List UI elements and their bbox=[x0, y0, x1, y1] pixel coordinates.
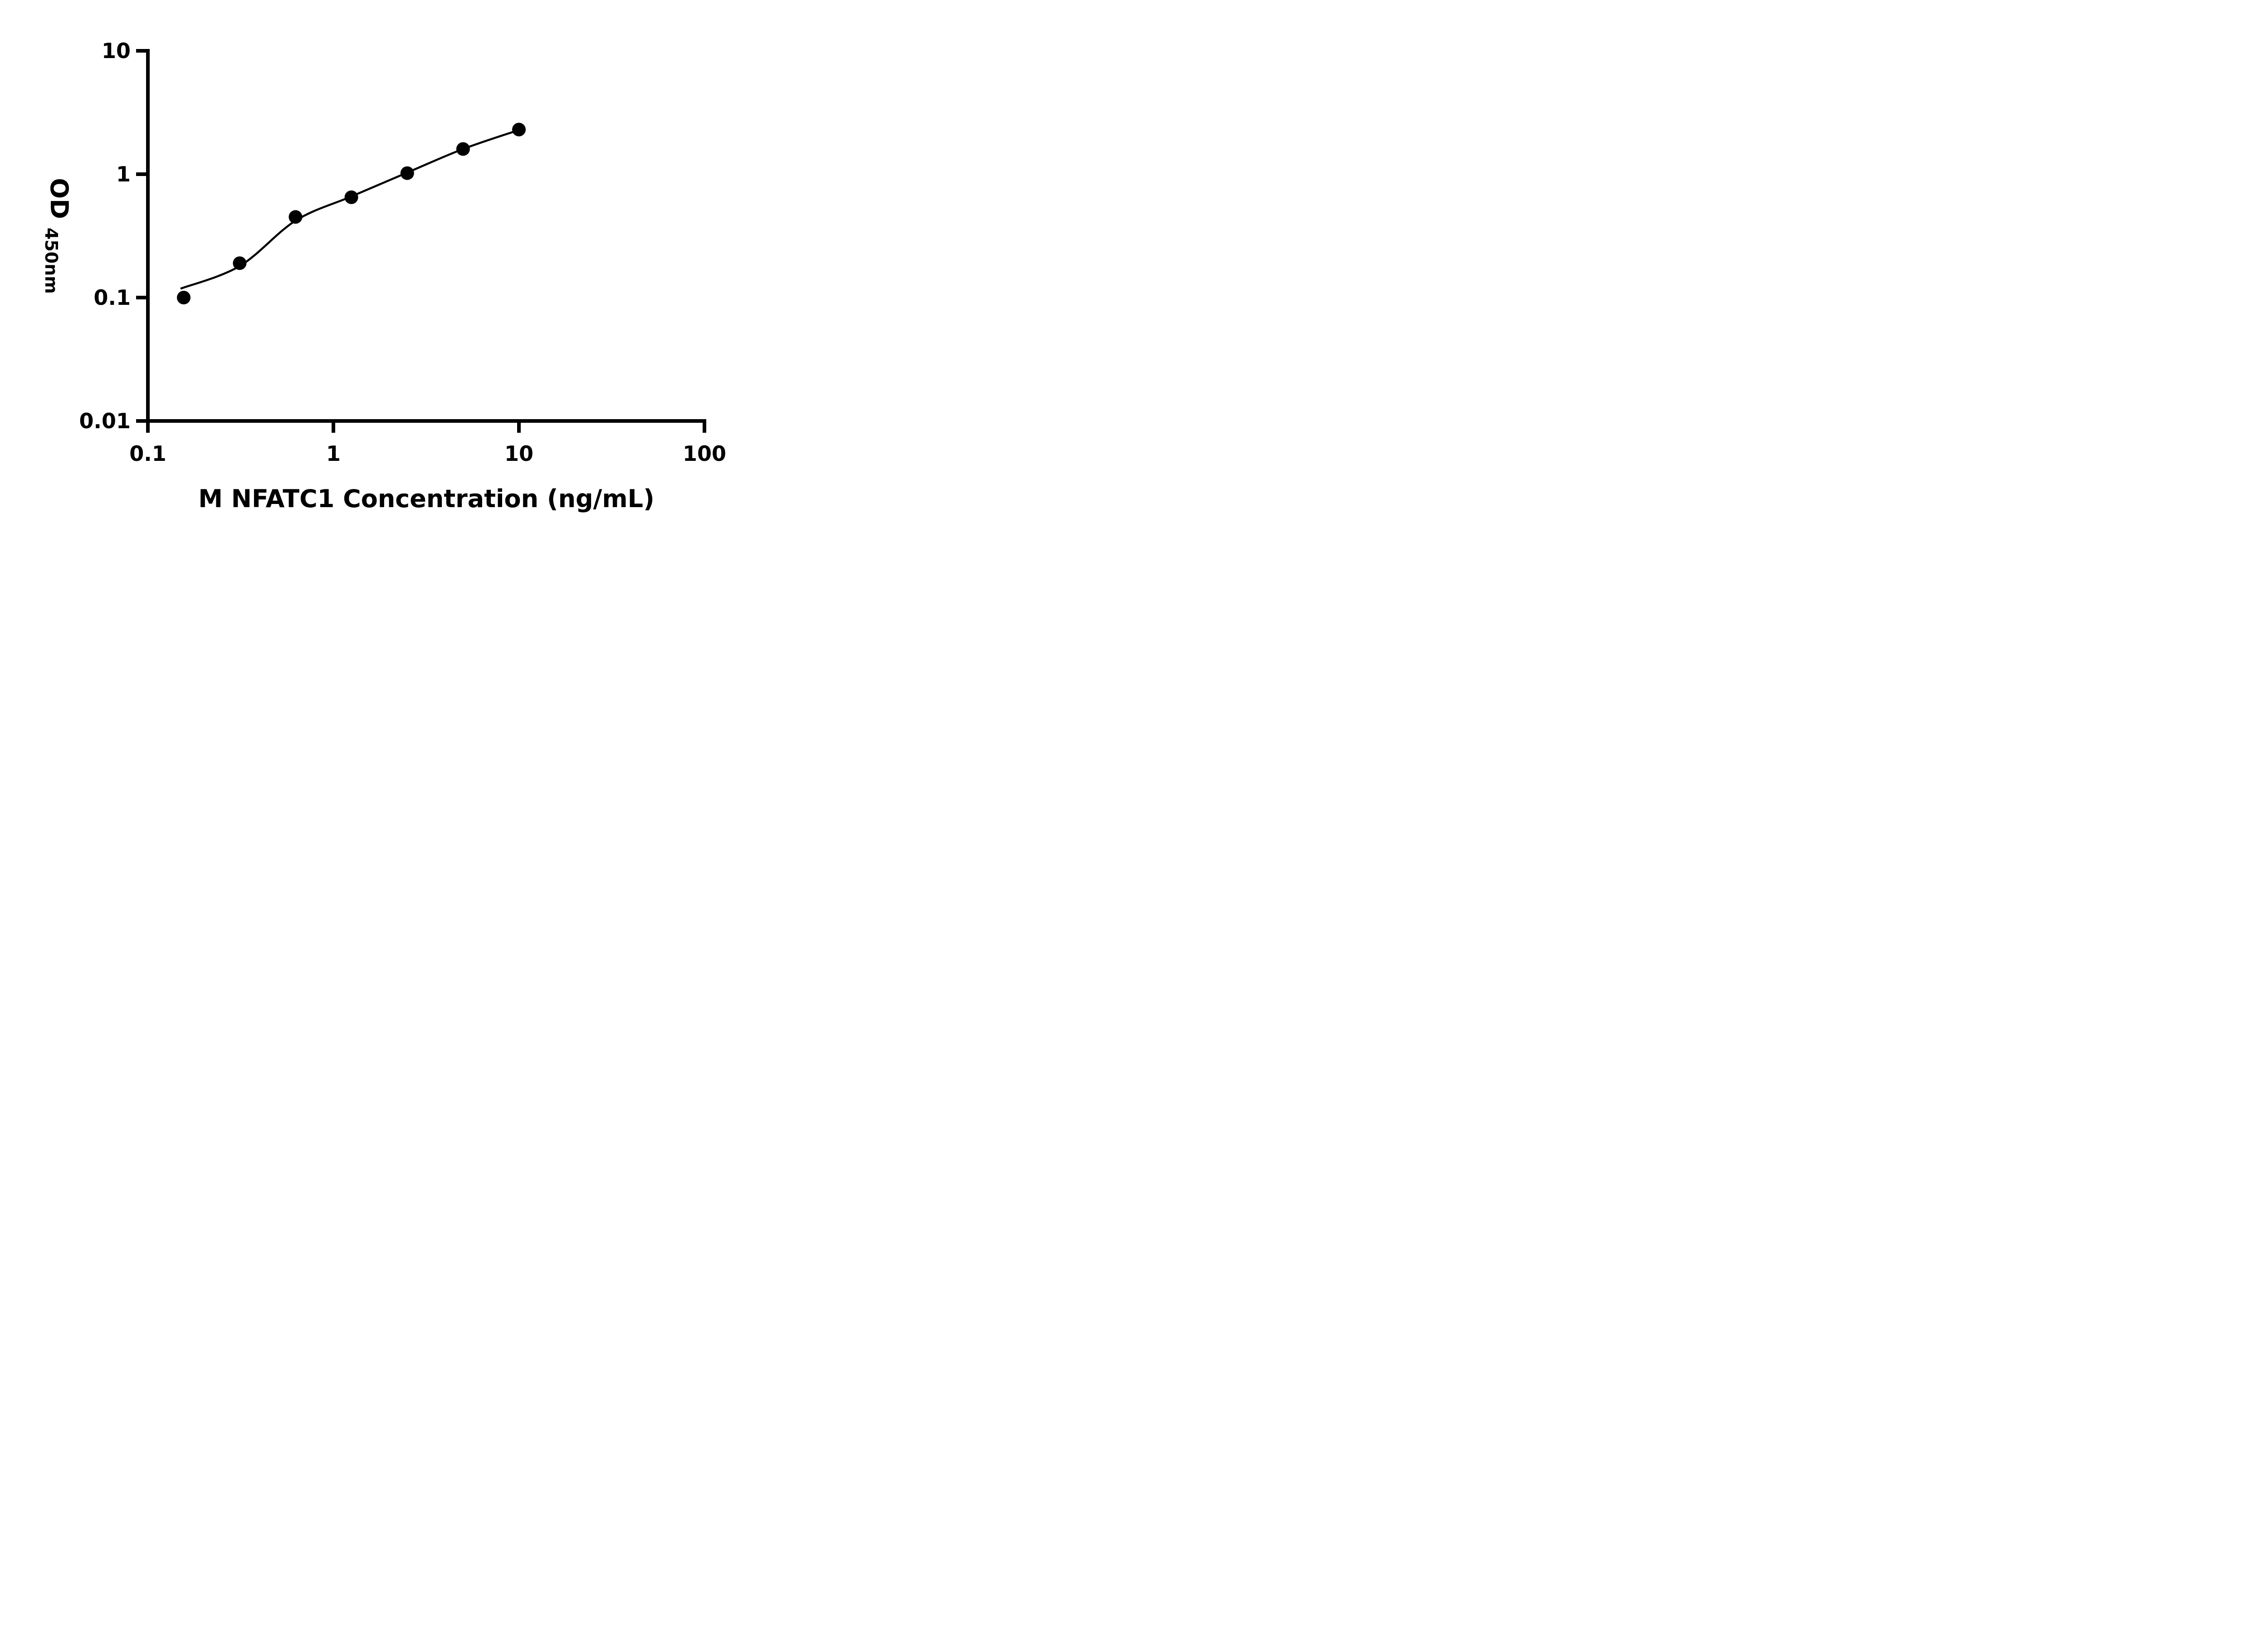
data-point bbox=[512, 122, 526, 137]
data-point bbox=[233, 256, 247, 270]
data-point bbox=[456, 142, 470, 156]
x-tick-label: 100 bbox=[683, 441, 726, 466]
y-axis-title-main: OD bbox=[45, 178, 73, 219]
plot-area: 0.1 1 10 100 0.01 0.1 1 10 bbox=[79, 39, 727, 466]
data-point bbox=[288, 210, 303, 224]
y-axis-title: OD 450nm bbox=[41, 178, 73, 294]
x-axis-title: M NFATC1 Concentration (ng/mL) bbox=[198, 484, 655, 513]
x-tick-label: 0.1 bbox=[129, 441, 166, 466]
x-tick-label: 1 bbox=[326, 441, 341, 466]
y-tick-label: 0.1 bbox=[94, 285, 131, 310]
data-point bbox=[177, 291, 191, 304]
y-tick-label: 1 bbox=[116, 162, 131, 186]
data-point bbox=[344, 190, 358, 204]
chart-svg: 0.1 1 10 100 0.01 0.1 1 10 M NFATC1 Concentrati… bbox=[41, 39, 727, 513]
fit-curve bbox=[180, 129, 519, 290]
y-axis-title-subscript: 450nm bbox=[41, 228, 61, 294]
elisa-standard-curve-figure: 0.1 1 10 100 0.01 0.1 1 10 M NFATC1 Concentrati… bbox=[0, 0, 777, 544]
y-tick-label: 10 bbox=[102, 39, 131, 63]
y-tick-label: 0.01 bbox=[79, 409, 131, 433]
x-tick-label: 10 bbox=[504, 441, 533, 466]
data-point bbox=[400, 166, 414, 180]
